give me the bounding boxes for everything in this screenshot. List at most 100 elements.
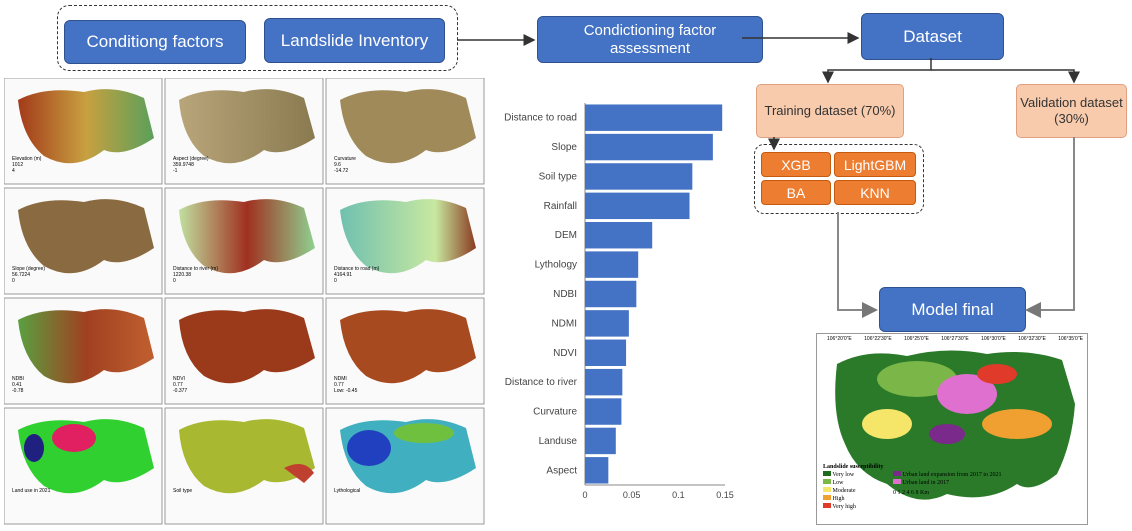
arrow-models-to-final <box>837 212 878 318</box>
assessment-box: Condictioning factor assessment <box>537 16 763 63</box>
assessment-label: Condictioning factor assessment <box>583 21 717 57</box>
map-caption-value: -0.78 <box>12 388 24 394</box>
model-lightgbm-label: LightGBM <box>843 156 907 173</box>
model-ba-label: BA <box>786 184 806 201</box>
legend-label: High <box>832 496 845 502</box>
map-caption-title: Elevation (m) <box>12 156 42 162</box>
map-caption: NDMI 0.77 Low: -0.45 <box>334 376 357 394</box>
legend-label: Urban land expansion from 2017 to 2021 <box>902 472 1002 478</box>
category-label: Distance to road <box>504 113 577 124</box>
map-caption: Distance to river (m) 1220.38 0 <box>173 266 218 284</box>
map-caption-title: NDVI <box>173 376 185 382</box>
model-xgb: XGB <box>761 152 831 177</box>
legend-item: Urban land expansion from 2017 to 2021 <box>893 471 1013 479</box>
category-label: Soil type <box>539 171 578 182</box>
map-caption-title: Distance to river (m) <box>173 266 219 272</box>
map-caption-title: NDMI <box>334 376 347 382</box>
map-landuse <box>3 407 163 525</box>
training-dataset-box: Training dataset (70%) <box>756 84 904 138</box>
category-label: NDVI <box>553 348 577 359</box>
map-caption: Elevation (m) 1012 4 <box>12 156 41 174</box>
map-distance-river <box>164 187 324 295</box>
landslide-inventory-box: Landslide Inventory <box>264 18 445 63</box>
map-caption-value: -0.377 <box>173 388 188 394</box>
bar <box>585 104 723 131</box>
category-label: Distance to river <box>505 377 578 388</box>
category-label: Landuse <box>539 436 578 447</box>
validation-dataset-label: Validation dataset (30%) <box>1020 95 1123 126</box>
final-map-svg <box>835 350 1075 500</box>
x-tick-label: 0.05 <box>623 490 641 500</box>
map-caption-title: Land use in 2021 <box>12 488 51 494</box>
conditioning-factors-box: Conditiong factors <box>64 20 246 64</box>
map-caption-value: 0 <box>334 278 337 284</box>
map-lithology <box>325 407 485 525</box>
x-tick-label: 0.15 <box>716 490 734 500</box>
model-knn-label: KNN <box>860 184 890 201</box>
map-ndbi <box>3 297 163 405</box>
x-tick-label: 0 <box>582 490 587 500</box>
map-elevation <box>3 77 163 185</box>
map-caption-value: -1 <box>173 168 178 174</box>
landslide-inventory-label: Landslide Inventory <box>280 30 429 50</box>
map-caption: NDBI 0.41 -0.78 <box>12 376 24 394</box>
map-caption-title: Aspect (degree) <box>173 156 209 162</box>
legend-title: Landslide susceptibility <box>823 464 884 470</box>
map-caption: Aspect (degree) 359.9748 -1 <box>173 156 209 174</box>
tick-label: 106°32'30"E <box>1018 336 1046 342</box>
map-caption: Distance to road (m) 4164.91 0 <box>334 266 379 284</box>
final-map-top-ticks: 106°20'0"E 106°22'30"E 106°25'0"E 106°27… <box>827 336 1083 342</box>
legend-item: Moderate <box>823 487 893 495</box>
legend-label: Low <box>832 480 844 486</box>
map-caption-value: Low: -0.45 <box>334 388 358 394</box>
x-tick-label: 0.1 <box>672 490 685 500</box>
map-caption-value: 1220.38 <box>173 272 192 278</box>
arrow-dataset-validation <box>931 69 1080 84</box>
bar <box>585 280 637 308</box>
tick-label: 106°25'0"E <box>904 336 929 342</box>
map-caption: Soil type <box>173 488 192 494</box>
importance-chart-svg: Distance to road Slope Soil type Rainfall DE… <box>504 103 734 500</box>
category-label: Slope <box>551 142 577 153</box>
legend-label: Urban land in 2017 <box>902 480 950 486</box>
dataset-box: Dataset <box>861 13 1004 60</box>
legend-item: Low <box>823 479 893 487</box>
model-knn: KNN <box>834 180 916 205</box>
arrow-validation-to-final <box>1025 137 1075 318</box>
map-caption-title: NDBI <box>12 376 24 382</box>
bar <box>585 251 639 278</box>
map-caption-value: 359.9748 <box>173 162 194 168</box>
map-caption-value: 1012 <box>12 162 24 168</box>
tick-label: 106°35'0"E <box>1058 336 1083 342</box>
factor-maps-grid: Elevation (m) 1012 4 Aspect (degree) 359.97… <box>3 77 492 526</box>
model-ba: BA <box>761 180 831 205</box>
legend-item: Very low <box>823 471 893 479</box>
training-dataset-label: Training dataset (70%) <box>764 103 896 118</box>
model-final-label: Model final <box>911 299 994 319</box>
map-ndvi <box>164 297 324 405</box>
map-caption-value: 4 <box>12 168 15 174</box>
map-caption: NDVI 0.77 -0.377 <box>173 376 187 394</box>
bar <box>585 310 629 337</box>
map-aspect <box>164 77 324 185</box>
susceptibility-legend: Landslide susceptibility Very low Low Mo… <box>823 464 1023 511</box>
map-caption: Slope (degree) 56.7224 0 <box>12 266 45 284</box>
map-caption-title: Curvature <box>334 156 356 162</box>
map-curvature <box>325 77 485 185</box>
map-ndmi <box>325 297 485 405</box>
category-label: Aspect <box>546 465 577 476</box>
map-soil <box>164 407 324 525</box>
scale-bar-label: 0 1 2 4 6 8 Km <box>893 490 929 496</box>
bar <box>585 457 609 484</box>
legend-item: Very high <box>823 503 893 511</box>
tick-label: 106°30'0"E <box>981 336 1006 342</box>
tick-label: 106°27'30"E <box>941 336 969 342</box>
map-caption-value: -14.72 <box>334 168 349 174</box>
bar <box>585 222 653 249</box>
tick-label: 106°20'0"E <box>827 336 852 342</box>
model-lightgbm: LightGBM <box>834 152 916 177</box>
map-caption-value: 0 <box>173 278 176 284</box>
category-label: Rainfall <box>544 201 577 212</box>
bar <box>585 163 693 190</box>
